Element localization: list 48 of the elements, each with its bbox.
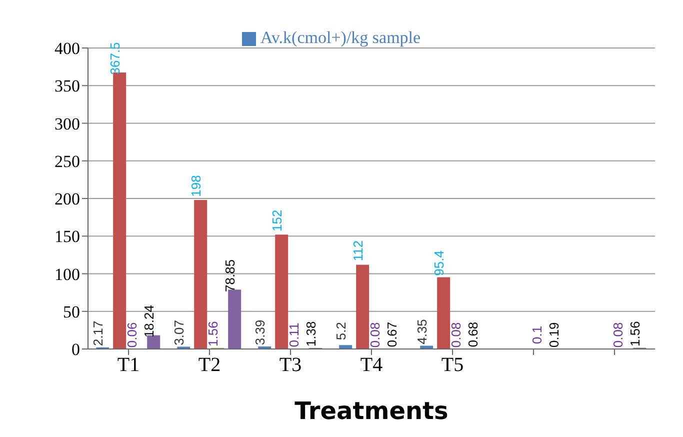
x-tick-label: T4 [360,354,383,376]
data-label: 1.56 [628,321,643,346]
y-tick-label: 250 [54,152,80,171]
x-axis-title: Treatments [294,397,448,425]
data-label: 1.56 [206,321,221,346]
bar [275,234,288,349]
data-label: 0.19 [546,322,562,348]
y-tick-label: 200 [54,190,80,209]
y-tick-label: 0 [72,340,80,360]
data-label: 0.67 [384,322,400,348]
x-tick-label: T3 [279,354,302,376]
legend-label: Av.k(cmol+)/kg sample [260,28,421,47]
data-label: 152 [270,210,285,232]
bar [194,200,208,349]
y-tick-label: 50 [63,302,80,322]
data-label: 0.08 [368,322,383,348]
bar [420,346,434,349]
data-label: 3.07 [172,320,187,346]
data-label: 198 [188,175,204,197]
bar [437,277,450,349]
data-label: 367.5 [108,42,123,75]
data-label: 78.85 [222,259,238,292]
data-label: 0.68 [466,322,481,348]
bar [339,345,352,349]
data-label: 2.17 [90,320,106,346]
data-label: 1.38 [304,321,319,347]
y-tick-label: 400 [54,39,80,58]
data-label: 0.06 [124,322,140,348]
data-label: 3.39 [252,320,268,346]
bar [228,290,242,349]
y-tick-label: 300 [54,114,80,134]
x-tick-label: T5 [441,354,464,376]
data-label: 5.2 [334,322,349,340]
x-tick-label: T2 [198,354,221,376]
data-label: 0.08 [610,322,626,348]
data-label: 18.24 [142,305,157,338]
y-tick-label: 100 [54,264,80,284]
data-label: 112 [350,240,366,262]
data-label: 4.35 [414,319,430,344]
x-tick-label: T1 [117,354,140,376]
bar [147,335,160,349]
bar [356,264,370,349]
data-label: 0.08 [448,322,464,348]
y-tick-label: 150 [54,227,80,246]
data-label: 95.4 [432,250,447,276]
data-label: 0.1 [530,326,545,344]
y-tick-label: 350 [54,76,80,96]
data-label: 0.11 [286,322,302,348]
